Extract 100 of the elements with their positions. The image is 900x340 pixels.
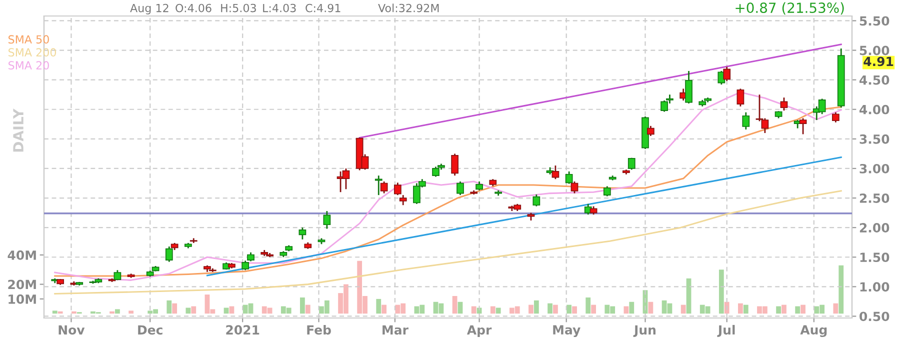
bar [800,304,806,314]
line-series [54,190,842,295]
bar [795,306,800,314]
bar [128,310,134,314]
x-tick-label: Dec [138,325,162,335]
text: H:5.03 [221,4,256,12]
x-tick-label: Jun [633,325,656,337]
candlestick [736,88,744,108]
bar [629,302,634,314]
bar [172,303,178,314]
bar [572,306,577,314]
y-tick-label: 2.00 [860,223,890,233]
y-tick-label: 4.50 [860,75,890,85]
bar [458,302,463,314]
candlestick [780,96,788,112]
candlestick [165,246,173,263]
bar [686,278,692,314]
candlestick [742,112,750,130]
candlestick [298,226,306,240]
candlestick [394,182,402,196]
candlestick [685,70,692,104]
bar [496,308,501,314]
y-tick-label: 1.50 [860,252,890,262]
x-tick-label: Jul [717,324,735,337]
y-tick-label: 1.00 [860,282,890,292]
bar [586,297,591,314]
bar [591,304,596,314]
bar [300,297,305,314]
x-tick-label: Apr [466,325,492,338]
bar [718,270,724,314]
text: SMA 20 [8,61,49,70]
bar [833,303,838,314]
x-tick-label: Feb [307,324,331,335]
bar [191,306,196,314]
text: Aug 12 [130,4,168,14]
bar [186,308,191,314]
bar [776,306,781,314]
y-tick-label: 3.50 [860,134,890,144]
y-tick-label: 4.00 [860,104,890,114]
bar [376,298,382,314]
bar [115,309,120,314]
text: Vol:32.92M [378,4,439,12]
bar [224,308,229,314]
bar [490,306,496,314]
bar [738,303,743,314]
bar [534,300,539,314]
candlestick [380,180,388,194]
y2-tick-label: 20M [8,280,36,290]
bar [553,304,558,314]
y-tick-label: 5.00 [860,46,890,56]
y-tick-label: 2.50 [860,194,890,203]
text: SMA 200 [8,48,56,57]
bar [838,265,844,314]
bar [566,304,572,314]
bar [382,304,387,314]
candlestick [723,66,731,82]
bar [166,300,172,314]
y-tick-label: 3.00 [860,164,890,174]
y2-tick-label: 10M [8,294,36,304]
bar [648,302,654,314]
candlestick [323,210,331,230]
bar [52,310,58,314]
bar [452,296,458,314]
x-tick-label: Aug [800,325,827,338]
text: C:4.91 [306,4,340,12]
bar [71,311,76,314]
bar [471,306,476,314]
y-tick-label: 0.50 [860,312,890,322]
bar [680,304,686,314]
bar [724,302,730,314]
candlestick [374,174,382,196]
bar [548,303,552,314]
text: O:4.06 [176,4,212,12]
text: L:4.03 [263,4,296,12]
annotation: 4.91 [864,56,894,66]
candlestick [552,164,560,180]
bar [624,306,629,314]
candlestick [399,194,407,206]
x-tick-label: May [553,325,580,338]
bar [528,304,534,314]
candlestick [646,125,654,137]
candlestick [451,153,458,176]
x-tick-label: Nov [58,325,85,335]
candlestick [832,112,840,124]
bar [305,304,310,314]
y2-tick-label: 40M [8,250,36,260]
text: SMA 50 [8,35,49,44]
bar [782,304,786,314]
candlestick [456,180,464,196]
bar [58,311,63,314]
bar [743,304,748,314]
candlestick [799,118,807,135]
bar [110,311,114,314]
candlestick [565,170,573,185]
text: +0.87 (21.53%) [736,2,844,15]
y-tick-label: 5.50 [860,16,890,26]
x-tick-label: Mar [382,325,408,335]
candlestick [570,180,578,194]
candlestick [603,186,611,197]
candlestick [532,194,540,207]
